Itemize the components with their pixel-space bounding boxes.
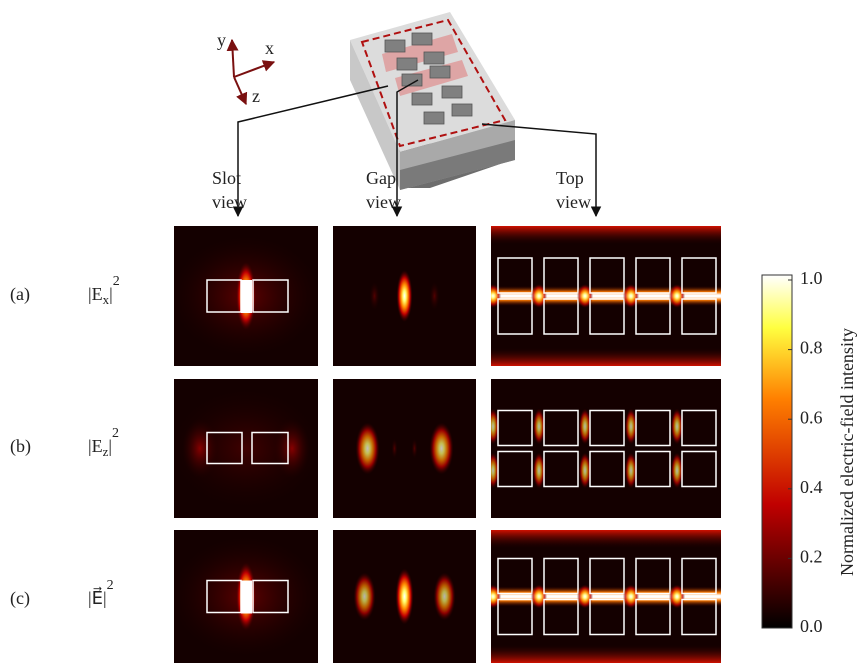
row-label: (b) <box>10 436 31 457</box>
field-map <box>485 530 721 663</box>
field-label: |Ex|2 <box>88 274 120 307</box>
row-label: (c) <box>10 588 30 609</box>
field-map <box>333 379 476 518</box>
axis-x: x <box>265 38 274 58</box>
view-label: Top <box>556 168 584 188</box>
field-map <box>487 379 721 518</box>
field-map <box>171 530 321 663</box>
view-label: view <box>366 192 401 212</box>
colorbar-tick-label: 0.6 <box>800 407 823 427</box>
axis-z: z <box>252 86 260 106</box>
view-label: Gap <box>366 168 396 188</box>
field-maps <box>171 226 721 663</box>
row-label: (a) <box>10 284 30 305</box>
colorbar-tick-label: 0.0 <box>800 616 823 636</box>
field-label: |Ez|2 <box>88 426 119 459</box>
colorbar-label: Normalized electric-field intensity <box>837 328 857 576</box>
colorbar-tick-label: 1.0 <box>800 268 823 288</box>
field-label: |E⃗|2 <box>88 578 114 608</box>
view-label: Slot <box>212 168 241 188</box>
colorbar-tick-label: 0.2 <box>800 547 823 567</box>
field-map <box>171 226 321 366</box>
field-map <box>333 530 476 663</box>
colorbar: 0.0 0.2 0.4 0.6 0.8 1.0 Normalized electric-fi… <box>762 268 857 636</box>
field-map <box>485 226 721 366</box>
colorbar-tick-label: 0.8 <box>800 338 823 358</box>
axes-glyph: y x z <box>217 30 274 106</box>
colorbar-tick-label: 0.4 <box>800 477 823 497</box>
axis-y: y <box>217 30 226 50</box>
figure: y x z Slot view Gap view Top view (a) |Ex|2 (b) |… <box>0 0 859 663</box>
view-label: view <box>556 192 591 212</box>
colorbar-scale <box>762 275 792 628</box>
field-map <box>333 226 476 366</box>
view-label: view <box>212 192 247 212</box>
field-map <box>171 379 321 518</box>
device <box>350 12 515 190</box>
